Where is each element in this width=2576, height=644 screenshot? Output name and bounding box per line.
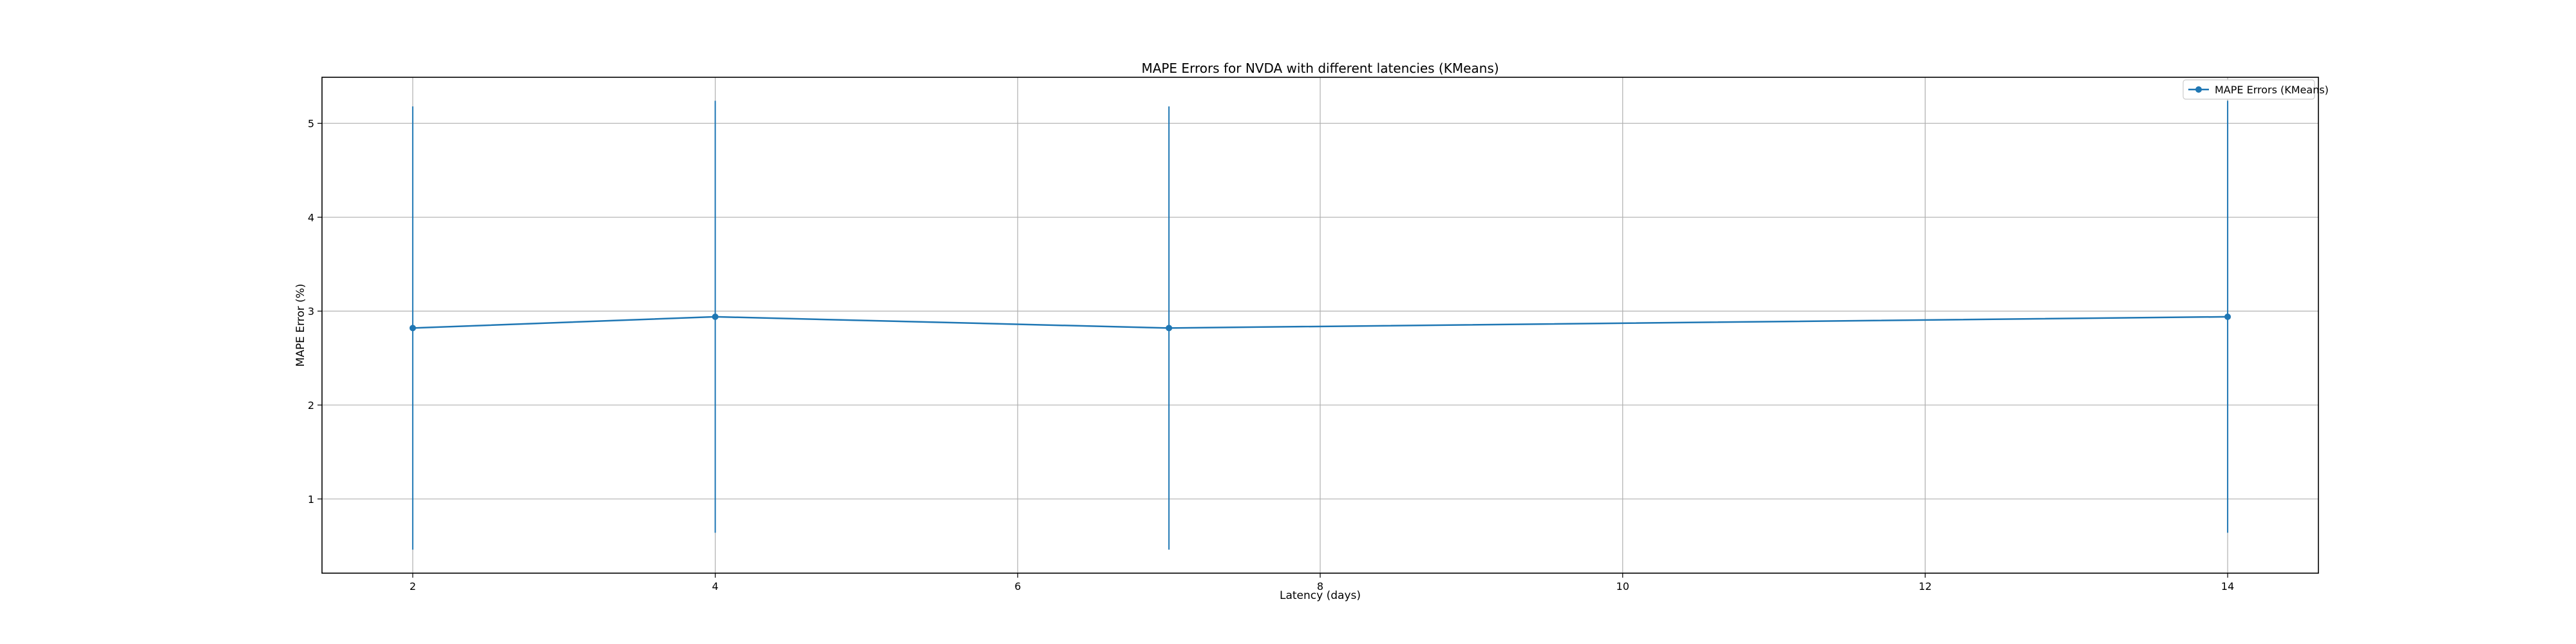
x-tick-label: 8 xyxy=(1317,580,1323,592)
data-point xyxy=(712,313,719,320)
legend-marker-swatch xyxy=(2195,86,2202,93)
data-point xyxy=(2224,313,2231,320)
x-tick-label: 10 xyxy=(1616,580,1629,592)
series-line-layer xyxy=(412,316,2228,329)
x-tick-label: 2 xyxy=(410,580,416,592)
data-point xyxy=(1166,325,1173,332)
y-axis-label: MAPE Error (%) xyxy=(294,284,307,367)
series-line xyxy=(412,316,2228,329)
data-point xyxy=(409,325,416,332)
chart-title: MAPE Errors for NVDA with different late… xyxy=(1141,61,1499,76)
legend: MAPE Errors (KMeans) xyxy=(2183,79,2329,100)
x-tick-label: 4 xyxy=(712,580,719,592)
legend-box xyxy=(2183,79,2315,100)
x-tick-label: 14 xyxy=(2221,580,2234,592)
y-tick-label: 5 xyxy=(308,117,314,129)
y-tick-label: 2 xyxy=(308,399,314,412)
x-axis-label: Latency (days) xyxy=(1280,589,1361,602)
x-axis-ticks: 2 4 6 8 10 12 14 xyxy=(410,573,2234,592)
data-points xyxy=(409,313,2231,332)
y-tick-label: 1 xyxy=(308,493,314,506)
y-axis-ticks: 1 2 3 4 5 xyxy=(308,117,322,506)
x-tick-label: 12 xyxy=(1918,580,1931,592)
y-tick-label: 4 xyxy=(308,211,314,223)
y-tick-label: 3 xyxy=(308,305,314,317)
x-tick-label: 6 xyxy=(1014,580,1021,592)
legend-series-label: MAPE Errors (KMeans) xyxy=(2215,84,2329,96)
